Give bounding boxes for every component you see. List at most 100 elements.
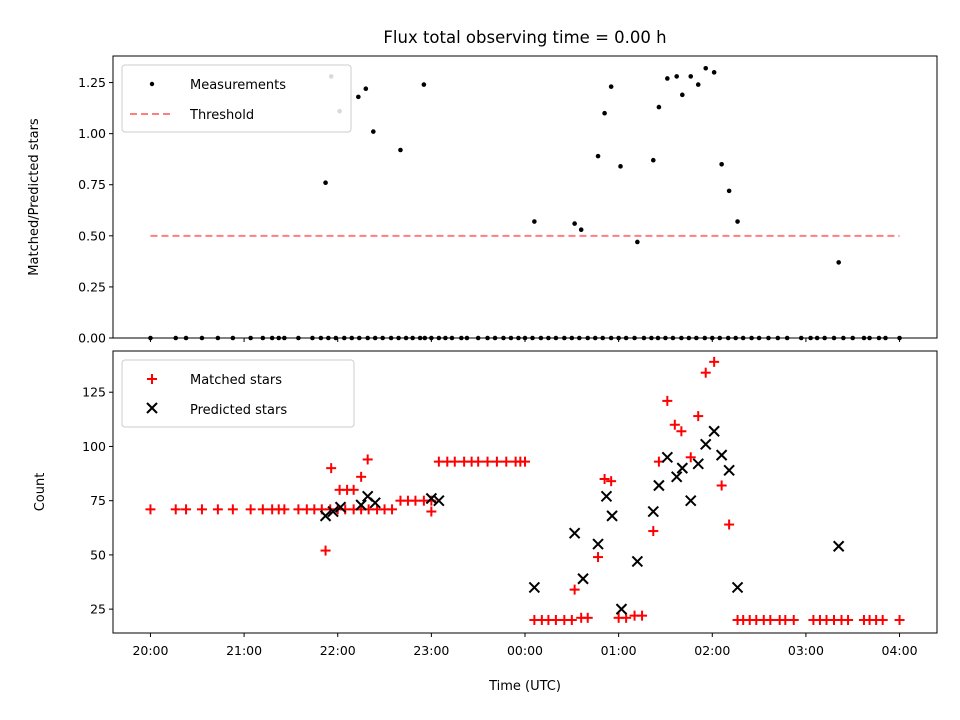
matched-stars-point [685, 452, 696, 463]
measurement-point [674, 74, 679, 79]
matched-stars-point [362, 454, 373, 465]
bottom-xtick-label: 04:00 [882, 643, 918, 658]
matched-stars-point [449, 456, 460, 467]
matched-stars-point [279, 504, 290, 515]
top-ytick-label: 1.00 [78, 126, 106, 141]
measurement-point [650, 157, 656, 163]
predicted-stars-point [528, 581, 541, 594]
measurement-point [665, 76, 670, 81]
top-panel-title: Flux total observing time = 0.00 h [383, 28, 666, 47]
top-series-1 [323, 65, 841, 265]
top-panel-ylabel: Matched/Predicted stars [27, 118, 42, 276]
matched-stars-point [473, 456, 484, 467]
bottom-xtick-label: 03:00 [788, 643, 824, 658]
predicted-stars-point [319, 510, 332, 522]
predicted-stars-point [606, 510, 618, 522]
predicted-stars-point [832, 540, 845, 552]
measurement-point [323, 180, 328, 185]
matched-stars-point [621, 612, 632, 623]
matched-stars-point [145, 504, 156, 515]
measurement-point [680, 92, 685, 98]
bottom-xtick-label: 02:00 [694, 643, 730, 658]
matched-stars-point [582, 612, 593, 623]
predicted-stars-point [577, 573, 589, 585]
predicted-stars-point [355, 499, 367, 511]
matched-stars-point [843, 614, 854, 625]
measurement-point [371, 129, 376, 134]
top-ytick-label: 0.00 [78, 331, 106, 346]
matched-stars-point [501, 456, 512, 467]
matched-stars-point [648, 526, 659, 537]
legend-matched-label: Matched stars [190, 373, 282, 388]
matched-stars-point [433, 456, 444, 467]
predicted-stars-point [592, 538, 604, 550]
bottom-ytick-label: 75 [90, 493, 106, 508]
matched-stars-point [227, 504, 238, 515]
matched-stars-point [593, 552, 604, 563]
top-ytick-label: 0.50 [78, 228, 106, 243]
bottom-series-1 [319, 425, 845, 615]
measurement-point [602, 110, 607, 116]
bottom-ytick-label: 125 [82, 385, 106, 400]
bottom-panel-ylabel: Count [33, 473, 48, 512]
matched-stars-point [320, 545, 331, 556]
predicted-stars-point [692, 458, 704, 470]
predicted-stars-point [600, 490, 613, 503]
bottom-xtick-label: 23:00 [413, 643, 449, 658]
bottom-xtick-label: 00:00 [507, 643, 543, 658]
predicted-stars-point [700, 438, 712, 450]
matched-stars-point [724, 519, 735, 530]
bottom-xtick-label: 01:00 [601, 643, 637, 658]
matched-stars-point [491, 456, 502, 467]
measurement-point [688, 74, 694, 79]
measurement-point [578, 227, 584, 232]
legend-threshold-label: Threshold [189, 108, 254, 123]
predicted-stars-point [731, 581, 744, 594]
measurement-point [572, 221, 577, 226]
measurement-point [726, 188, 732, 194]
matched-stars-point [410, 495, 421, 506]
top-ytick-label: 0.75 [78, 177, 106, 192]
matched-stars-point [326, 463, 337, 474]
measurement-point [656, 104, 662, 110]
matched-stars-point [170, 504, 181, 515]
top-ytick-label: 0.25 [78, 279, 106, 294]
bottom-xtick-label: 21:00 [226, 643, 262, 658]
matched-stars-point [245, 504, 256, 515]
matched-stars-point [709, 356, 720, 367]
bottom-legend-box [121, 359, 355, 428]
measurement-point [398, 147, 403, 153]
matched-stars-point [520, 456, 530, 467]
bottom-series-0 [145, 356, 905, 625]
matched-stars-point [780, 614, 791, 625]
measurement-point [635, 239, 640, 245]
matched-stars-point [788, 614, 799, 625]
legend-predicted-marker [146, 402, 158, 414]
matched-stars-point [700, 367, 711, 378]
predicted-stars-point [653, 479, 665, 492]
matched-stars-point [181, 504, 192, 515]
bottom-legend: Matched stars Predicted stars [121, 359, 355, 428]
matched-stars-point [637, 610, 648, 621]
matched-stars-point [606, 476, 617, 487]
matched-stars-point [894, 614, 905, 625]
legend-measurements-label: Measurements [190, 78, 286, 93]
matched-stars-point [482, 456, 493, 467]
matched-stars-point [765, 614, 776, 625]
top-legend: Measurements Threshold [121, 64, 352, 133]
measurement-point [695, 82, 701, 87]
top-ytick-label: 1.25 [78, 75, 106, 90]
predicted-stars-point [369, 497, 381, 509]
predicted-stars-point [631, 555, 644, 568]
matched-stars-point [426, 506, 437, 517]
predicted-stars-point [661, 451, 674, 463]
bottom-xtick-label: 20:00 [132, 643, 168, 658]
predicted-stars-point [685, 494, 697, 507]
bottom-xtick-label: 22:00 [320, 643, 356, 658]
bottom-panel: 25 50 75 100 125 20:00 21:00 22:00 23:00 00:00 01:… [82, 356, 918, 658]
legend-measurements-marker [149, 81, 155, 87]
measurement-point [363, 86, 369, 91]
legend-matched-marker [147, 374, 157, 384]
predicted-stars-point [715, 449, 728, 461]
matched-stars-point [599, 473, 610, 484]
